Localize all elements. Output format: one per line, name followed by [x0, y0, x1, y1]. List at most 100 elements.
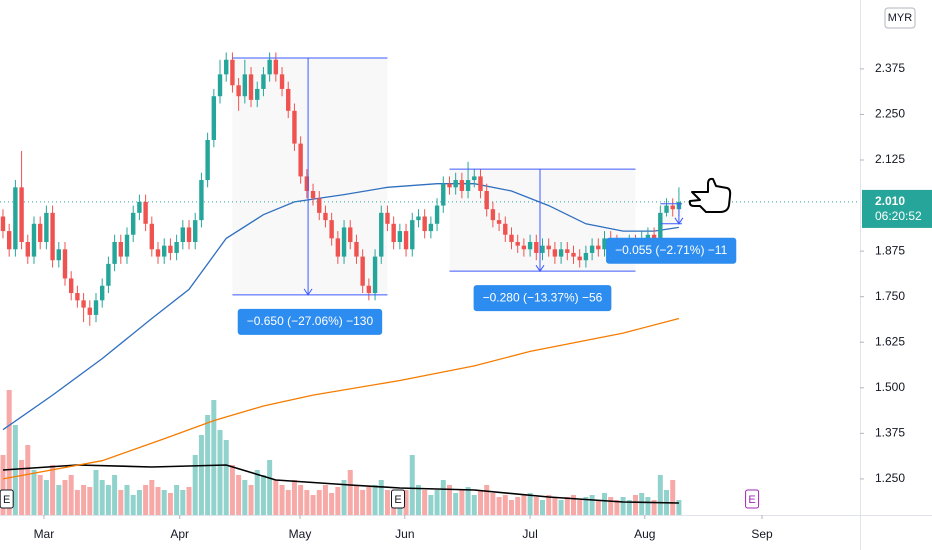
- candle-body: [664, 205, 669, 213]
- volume-bar: [242, 480, 248, 515]
- x-tick-label: May: [289, 527, 312, 541]
- candle-body: [193, 220, 198, 243]
- x-tick-label: Aug: [634, 527, 655, 541]
- volume-bar: [236, 475, 242, 515]
- candle-body: [261, 74, 266, 89]
- candle-body: [267, 59, 272, 75]
- candle-body: [93, 300, 99, 315]
- measure-arrowhead: [303, 288, 313, 296]
- last-price-label: 2.010: [875, 194, 905, 208]
- volume-bar: [87, 487, 93, 515]
- candle-body: [242, 74, 248, 97]
- volume-bar: [254, 470, 260, 515]
- measure-arrowhead: [674, 217, 684, 225]
- volume-bar: [12, 425, 18, 515]
- volume-bar: [595, 500, 601, 515]
- candle-body: [186, 227, 192, 243]
- event-marker: [0, 489, 14, 509]
- y-tick-label: 1.750: [875, 289, 905, 303]
- candle-body: [75, 293, 80, 301]
- volume-bar: [428, 495, 434, 515]
- volume-bar: [521, 495, 527, 515]
- candle-body: [230, 59, 235, 86]
- candle-body: [465, 180, 471, 191]
- candle-body: [484, 190, 489, 210]
- volume-bar: [118, 490, 124, 515]
- candle-body: [341, 227, 347, 257]
- candle-body: [459, 180, 465, 191]
- candle-body: [149, 223, 155, 250]
- candle-body: [571, 252, 576, 257]
- candle-body: [236, 85, 241, 97]
- candle-body: [583, 252, 589, 261]
- volume-bar: [192, 455, 198, 515]
- candle-body: [37, 223, 43, 243]
- volume-bar: [347, 470, 353, 515]
- volume-bar: [31, 470, 37, 515]
- candle-body: [565, 249, 570, 253]
- volume-bar: [657, 475, 663, 515]
- volume-bar: [645, 497, 651, 515]
- candle-body: [335, 238, 341, 257]
- volume-bar: [508, 500, 514, 515]
- currency-label: MYR: [888, 12, 913, 24]
- event-marker: [391, 489, 406, 509]
- volume-bar: [322, 485, 328, 515]
- candle-body: [397, 231, 403, 243]
- event-label: E: [394, 494, 401, 506]
- candle-body: [478, 176, 483, 191]
- candle-body: [453, 180, 458, 188]
- candle-body: [558, 249, 564, 257]
- measure-label-box: [606, 237, 737, 264]
- volume-bar: [360, 490, 366, 515]
- candle-body: [255, 88, 260, 100]
- volume-bar: [422, 490, 428, 515]
- volume-bar: [267, 460, 273, 515]
- candle-body: [391, 223, 396, 243]
- candle-body: [199, 180, 204, 221]
- volume-bar: [558, 500, 564, 515]
- candle-body: [428, 223, 434, 232]
- volume-bar: [143, 485, 149, 515]
- volume-bar: [105, 485, 111, 515]
- volume-bar: [471, 495, 477, 515]
- volume-bar: [62, 480, 68, 515]
- candle-body: [422, 216, 427, 232]
- volume-bar: [25, 445, 31, 515]
- y-tick-label: 1.250: [875, 471, 905, 485]
- volume-bar: [620, 497, 626, 515]
- x-tick-label: Apr: [170, 527, 189, 541]
- volume-bar: [167, 493, 173, 515]
- volume-bar: [136, 490, 142, 515]
- candle-body: [162, 245, 167, 257]
- pointer-icon: [688, 177, 732, 213]
- candle-body: [137, 201, 142, 213]
- candle-body: [509, 234, 514, 243]
- event-label: E: [748, 494, 755, 506]
- volume-bar: [316, 490, 322, 515]
- candle-body: [279, 74, 285, 89]
- volume-bar: [279, 485, 285, 515]
- volume-bar: [291, 480, 297, 515]
- volume-bar: [676, 500, 682, 515]
- y-tick-label: 1.375: [875, 426, 905, 440]
- candle-body: [44, 212, 49, 243]
- volume-bar: [50, 465, 56, 515]
- volume-bar: [484, 485, 490, 515]
- volume-bar: [403, 490, 409, 515]
- volume-bar: [285, 490, 291, 515]
- candle-body: [589, 245, 595, 253]
- candle-body: [317, 198, 322, 213]
- volume-bar: [329, 493, 335, 515]
- volume-bar: [372, 485, 378, 515]
- last-price-tag: [862, 189, 932, 228]
- volume-bar: [353, 485, 359, 515]
- candle-body: [50, 212, 55, 261]
- candle-body: [441, 183, 446, 206]
- volume-bar: [502, 495, 508, 515]
- candle-body: [546, 245, 551, 250]
- candle-body: [515, 242, 520, 246]
- volume-bar: [453, 493, 459, 515]
- volume-bar: [626, 500, 632, 515]
